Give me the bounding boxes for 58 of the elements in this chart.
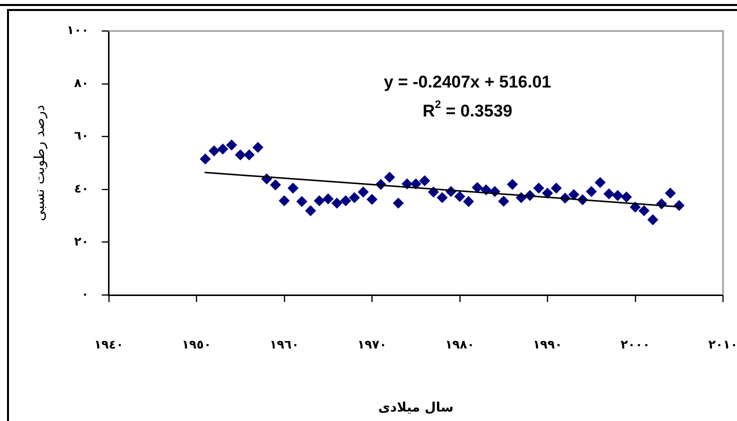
y-tick-label: ٠ (81, 287, 89, 302)
x-tick-label: ١٩٩٠ (532, 337, 562, 352)
point (366, 194, 378, 205)
y-tick-label: ١٠٠ (66, 23, 89, 38)
x-tick-label: ١٩٥٠ (182, 337, 212, 352)
point (270, 179, 281, 190)
y-tick-label: ٢٠ (74, 234, 89, 248)
point (305, 205, 316, 216)
annotation: y = -0.2407x + 516.01 (384, 72, 552, 92)
point (550, 182, 562, 194)
point (603, 188, 614, 200)
point (506, 178, 518, 190)
point (436, 192, 448, 204)
x-axis-title: سال میلادی (378, 400, 454, 416)
x-tick-label: ١٩٨٠ (445, 337, 474, 352)
point (392, 198, 404, 209)
point (244, 149, 255, 160)
point (288, 182, 299, 194)
point (638, 205, 650, 216)
point (234, 149, 246, 160)
point (384, 172, 396, 183)
point (594, 177, 606, 188)
point (217, 144, 228, 155)
point (454, 191, 466, 202)
point (278, 195, 290, 206)
point (358, 186, 369, 198)
point (296, 196, 308, 208)
point (419, 175, 430, 186)
x-tick-label: ٢٠٠٠ (620, 337, 650, 352)
point (340, 195, 352, 206)
y-tick-label: ٨٠ (74, 76, 89, 90)
point (322, 193, 334, 204)
point (410, 178, 422, 190)
point (612, 190, 624, 201)
point (533, 182, 544, 194)
point (226, 140, 238, 151)
y-axis-title: درصد رطوبت نسبی (32, 104, 48, 222)
point (314, 195, 325, 206)
point (542, 188, 553, 199)
point (208, 145, 220, 156)
x-tick-label: ١٩٦٠ (270, 337, 299, 352)
x-tick-label: ١٩٤٠ (94, 337, 124, 352)
point (586, 186, 597, 198)
point (463, 196, 474, 208)
y-tick-label: ٦٠ (74, 128, 89, 143)
y-tick-label: ٤٠ (74, 182, 89, 196)
point (664, 188, 676, 199)
point (620, 192, 632, 203)
point (252, 142, 264, 153)
point (200, 154, 211, 165)
point (472, 182, 483, 194)
point (331, 198, 342, 209)
point (568, 189, 580, 200)
x-tick-label: ٢٠١٠ (708, 337, 737, 352)
point (348, 192, 360, 204)
x-tick-label: ١٩٧٠ (357, 337, 387, 352)
point (498, 196, 510, 207)
point (647, 214, 658, 226)
